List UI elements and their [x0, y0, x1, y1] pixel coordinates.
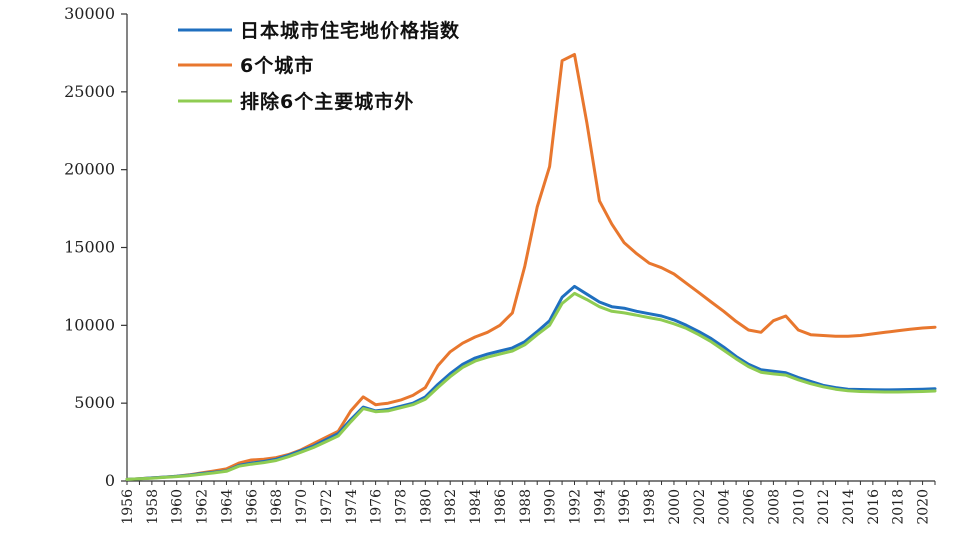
legend-label-0: 日本城市住宅地价格指数: [240, 19, 460, 42]
x-tick-label: 1990: [543, 489, 559, 525]
legend-label-1: 6个城市: [240, 54, 314, 77]
x-tick-label: 1968: [269, 489, 285, 525]
y-tick-label: 10000: [64, 315, 115, 334]
y-axis-ticks: 0 5000 10000 15000 20000 25000 30000: [64, 4, 127, 490]
x-tick-label: 1996: [617, 489, 633, 525]
x-tick-label: 1988: [518, 489, 534, 525]
y-tick-label: 20000: [64, 160, 115, 179]
series-line-2: [125, 291, 937, 481]
series-line-0: [125, 284, 937, 481]
x-tick-label: 2010: [791, 489, 807, 525]
x-tick-label: 2000: [667, 489, 683, 525]
x-tick-label: 1984: [468, 489, 484, 525]
x-tick-label: 2014: [841, 489, 857, 525]
x-tick-label: 1956: [120, 489, 136, 525]
x-tick-label: 1960: [170, 489, 186, 525]
x-tick-label: 1974: [344, 489, 360, 525]
x-tick-label: 1986: [493, 489, 509, 525]
axes: [126, 14, 935, 482]
y-tick-label: 30000: [64, 4, 115, 23]
x-tick-label: 2008: [766, 489, 782, 525]
x-tick-label: 1962: [195, 489, 211, 525]
series-lines: [125, 53, 937, 481]
x-tick-label: 1980: [418, 489, 434, 525]
y-tick-label: 25000: [64, 82, 115, 101]
x-tick-label: 1978: [393, 489, 409, 525]
x-axis-ticks: 1956 1958 1960 1962 1964 1966 1968 1970 1972 1974…: [120, 481, 936, 525]
x-tick-label: 1994: [592, 489, 608, 525]
x-tick-label: 1970: [294, 489, 310, 525]
x-tick-label: 2012: [816, 489, 832, 525]
x-tick-label: 2004: [717, 489, 733, 525]
x-tick-label: 1992: [568, 489, 584, 525]
y-tick-label: 15000: [64, 238, 115, 257]
x-tick-label: 1966: [244, 489, 260, 525]
x-tick-label: 2016: [866, 489, 882, 525]
y-tick-label: 0: [105, 471, 115, 490]
legend-label-2: 排除6个主要城市外: [240, 90, 414, 113]
x-tick-label: 2006: [742, 489, 758, 525]
x-tick-label: 1976: [369, 489, 385, 525]
y-tick-label: 5000: [74, 393, 115, 412]
x-tick-label: 1964: [219, 489, 235, 525]
x-tick-label: 1972: [319, 489, 335, 525]
x-tick-label: 2020: [916, 489, 932, 525]
x-tick-label: 1958: [145, 489, 161, 525]
x-tick-label: 1982: [443, 489, 459, 525]
x-tick-label: 1998: [642, 489, 658, 525]
series-line-1: [125, 53, 937, 481]
x-tick-label: 2018: [891, 489, 907, 525]
x-tick-label: 2002: [692, 489, 708, 525]
